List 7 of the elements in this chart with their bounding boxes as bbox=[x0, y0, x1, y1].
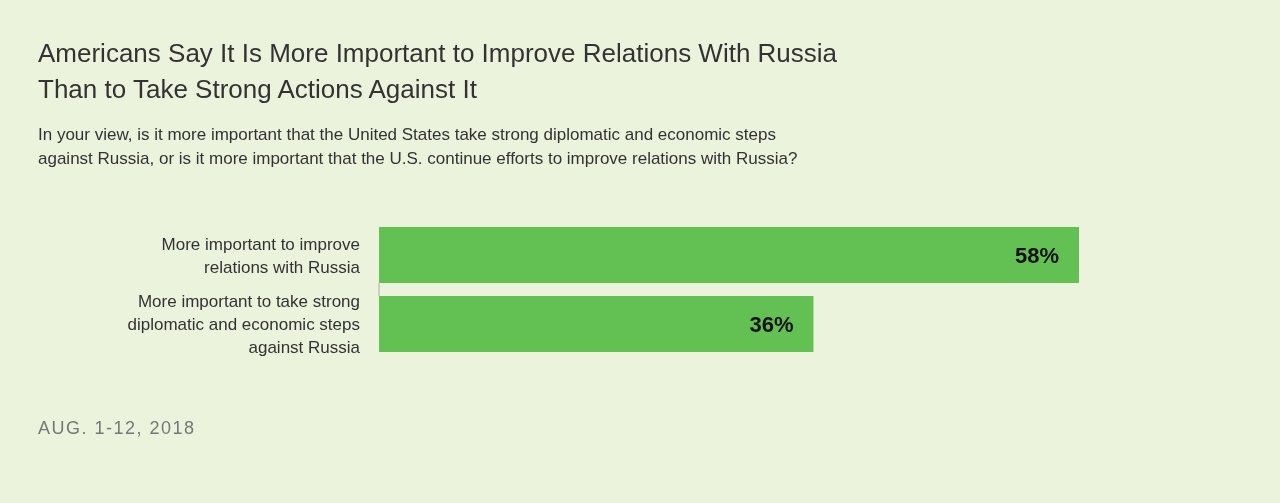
text: AUG. 1-12, 2018 bbox=[38, 418, 196, 438]
y-tick-label: More important to improve relations with Russia bbox=[161, 234, 361, 277]
chart-subtitle: In your view, is it more important that the United States take strong diplomatic and economic steps against Russia, or is it more important that the U.S. continue efforts to improve relations with Russia? bbox=[38, 125, 798, 168]
data-label: 58% bbox=[1014, 243, 1059, 268]
data-label: 36% bbox=[749, 312, 794, 337]
y-tick-label: More important to take strong diplomatic and economic steps against Russia bbox=[127, 292, 361, 357]
chart-title: Americans Say It Is More Important to Improve Relations With Russia Than to Take Strong Actions Against It bbox=[38, 38, 838, 104]
